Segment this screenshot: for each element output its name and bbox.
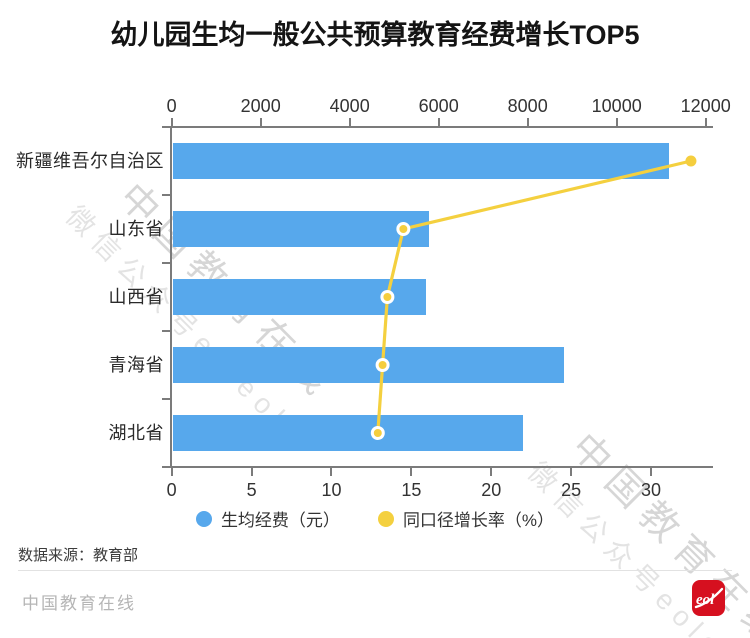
top-axis-tick	[259, 118, 262, 126]
left-axis-tick	[162, 398, 170, 400]
growth-point-2	[380, 290, 395, 304]
chart-legend: 生均经费（元） 同口径增长率（%）	[0, 506, 750, 531]
bar-row-1	[173, 211, 429, 247]
legend-item-line: 同口径增长率（%）	[377, 506, 555, 531]
category-label: 山西省	[108, 287, 164, 307]
bottom-axis-tick-label: 15	[401, 480, 422, 500]
bottom-axis-line	[171, 466, 713, 468]
bottom-axis-tick	[250, 468, 253, 476]
bottom-axis-tick	[490, 468, 493, 476]
legend-item-bar: 生均经费（元）	[195, 506, 340, 531]
eol-logo-icon: eol	[692, 580, 725, 616]
top-axis-tick-label: 0	[166, 96, 177, 116]
category-label: 湖北省	[108, 423, 164, 443]
bottom-axis-tick-label: 20	[481, 480, 502, 500]
bottom-axis-tick-label: 25	[561, 480, 582, 500]
logo-text: eol	[696, 592, 715, 608]
top-axis-tick-label: 6000	[418, 96, 459, 116]
growth-line-layer	[370, 155, 697, 440]
brand-name: 中国教育在线	[22, 594, 136, 613]
top-axis-tick-label: 4000	[329, 96, 370, 116]
bottom-axis-tick	[410, 468, 413, 476]
bar-row-3	[173, 347, 565, 383]
left-axis-tick	[162, 262, 170, 264]
bottom-axis-tick	[650, 468, 652, 476]
growth-point-3	[375, 358, 390, 372]
left-axis-tick	[162, 330, 170, 332]
bottom-axis-tick	[570, 468, 573, 476]
page-title: 幼儿园生均一般公共预算教育经费增长TOP5	[110, 20, 640, 50]
growth-point-1	[396, 222, 411, 236]
legend-dot-blue	[195, 510, 212, 527]
top-axis-tick	[526, 118, 529, 126]
category-label: 青海省	[108, 355, 164, 375]
bottom-axis-tick-label: 5	[246, 480, 257, 500]
top-axis-tick	[348, 118, 351, 126]
bar-row-4	[173, 415, 524, 451]
bottom-axis-tick	[170, 468, 173, 476]
data-source-note: 数据来源：教育部	[18, 547, 139, 564]
top-axis-tick	[170, 118, 173, 126]
top-axis-tick	[704, 118, 707, 126]
bar-row-0	[173, 143, 669, 179]
left-axis-tick	[162, 194, 170, 196]
top-axis-tick	[615, 118, 618, 126]
bottom-axis-tick-label: 30	[640, 480, 662, 500]
bottom-axis-tick-label: 0	[166, 480, 177, 500]
bottom-axis-tick	[330, 468, 333, 476]
left-axis-tick	[162, 126, 170, 128]
left-axis-tick	[162, 466, 170, 468]
legend-label: 同口径增长率（%）	[402, 511, 555, 530]
top-axis-tick-label: 12000	[680, 96, 731, 116]
category-label: 新疆维吾尔自治区	[16, 151, 164, 171]
legend-label: 生均经费（元）	[220, 511, 340, 530]
growth-point-4	[370, 426, 385, 440]
left-axis-line	[170, 126, 172, 468]
top-axis-tick-label: 2000	[240, 96, 281, 116]
top-axis-tick	[437, 118, 440, 126]
category-label: 山东省	[108, 219, 164, 239]
legend-dot-yellow	[377, 510, 394, 527]
bottom-axis-tick-label: 10	[321, 480, 342, 500]
growth-line	[376, 159, 692, 434]
footer-divider	[18, 570, 732, 571]
top-axis-tick-label: 8000	[507, 96, 548, 116]
growth-point-0	[685, 155, 697, 167]
top-axis-line	[171, 126, 713, 128]
top-axis-tick-label: 10000	[591, 96, 642, 116]
